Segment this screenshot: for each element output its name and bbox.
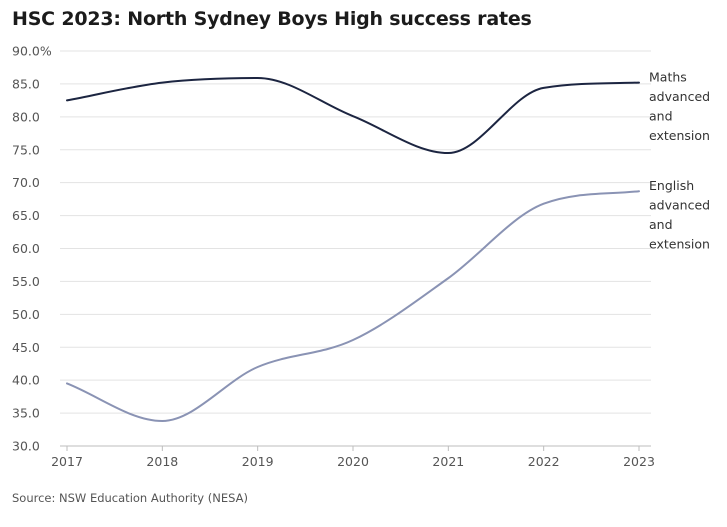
x-tick-label: 2018 — [146, 454, 178, 469]
x-tick-label: 2017 — [51, 454, 83, 469]
y-axis-ticks: 30.0 35.0 40.0 45.0 50.0 55.0 60.0 65.0 70.0 75.0… — [12, 44, 52, 454]
series-label: extension — [649, 128, 710, 143]
x-tick-label: 2019 — [242, 454, 274, 469]
series-lines — [66, 76, 640, 422]
series-label: advanced — [649, 89, 710, 104]
series-label: advanced — [649, 198, 710, 213]
x-tick-label: 2022 — [528, 454, 560, 469]
series-label: extension — [649, 237, 710, 252]
y-tick-label: 45.0 — [12, 340, 40, 355]
y-tick-label: 70.0 — [12, 175, 40, 190]
y-tick-label: 30.0 — [12, 439, 40, 454]
series-label: and — [649, 217, 673, 232]
series-line — [66, 76, 640, 155]
series-labels: Maths advanced and extension English advanced… — [649, 70, 710, 252]
y-tick-label: 55.0 — [12, 274, 40, 289]
y-tick-label: 75.0 — [12, 142, 40, 157]
y-tick-label: 90.0% — [12, 44, 52, 59]
x-tick-label: 2023 — [623, 454, 655, 469]
source-note: Source: NSW Education Authority (NESA) — [12, 491, 248, 505]
x-tick-label: 2020 — [337, 454, 369, 469]
y-tick-label: 65.0 — [12, 208, 40, 223]
y-tick-label: 80.0 — [12, 109, 40, 124]
y-tick-label: 40.0 — [12, 373, 40, 388]
y-tick-label: 60.0 — [12, 241, 40, 256]
series-line — [66, 190, 640, 422]
series-label: and — [649, 109, 673, 124]
x-axis-ticks: 2017 2018 2019 2020 2021 2022 2023 — [51, 446, 655, 469]
series-label: English — [649, 178, 694, 193]
y-tick-label: 35.0 — [12, 406, 40, 421]
gridlines — [60, 50, 651, 447]
x-tick-label: 2021 — [432, 454, 464, 469]
chart-title: HSC 2023: North Sydney Boys High success… — [12, 8, 532, 30]
y-tick-label: 50.0 — [12, 307, 40, 322]
y-tick-label: 85.0 — [12, 76, 40, 91]
series-label: Maths — [649, 70, 687, 85]
